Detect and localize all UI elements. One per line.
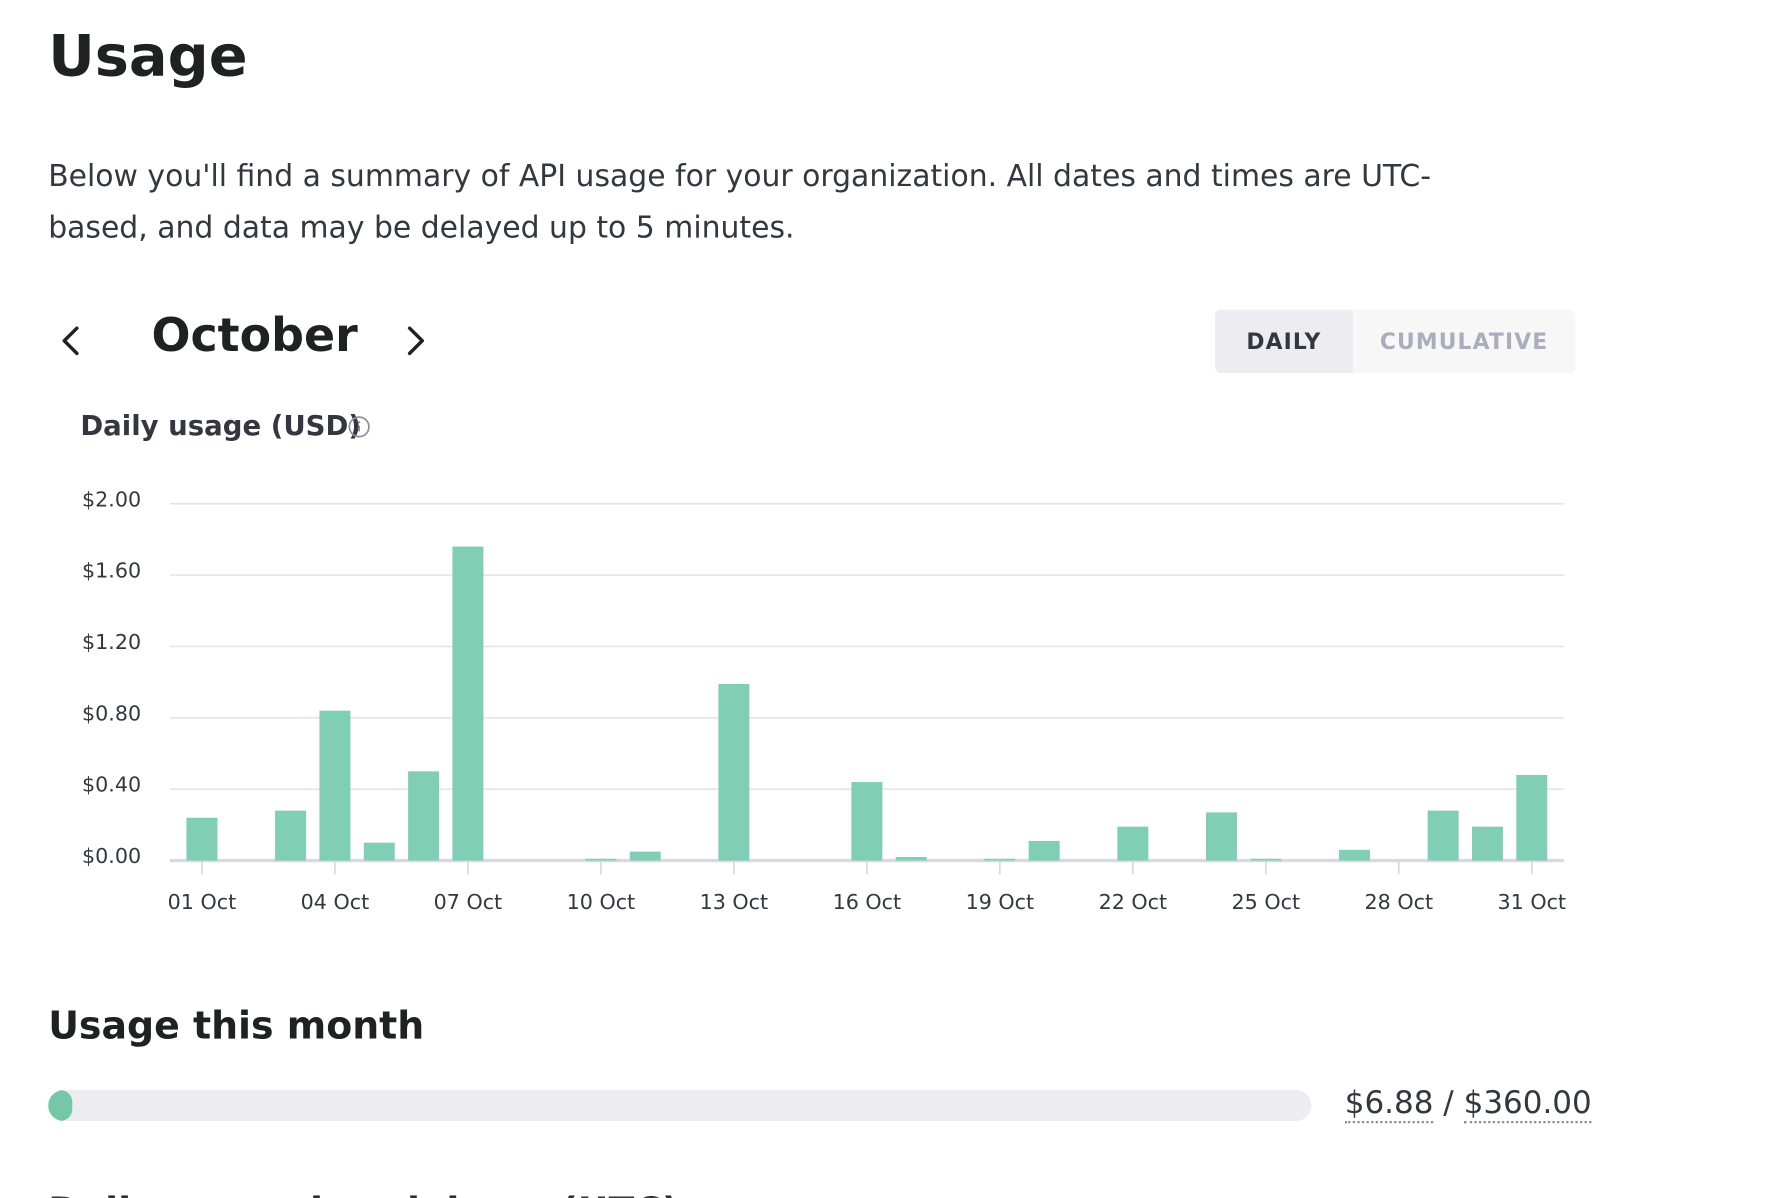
- y-tick-label: $2.00: [82, 487, 141, 511]
- chart-title: Daily usage (USD): [80, 409, 361, 442]
- bar: [1117, 826, 1149, 861]
- x-tick-label: 07 Oct: [434, 890, 503, 914]
- bar: [1471, 826, 1503, 861]
- x-tick-label: 25 Oct: [1232, 890, 1301, 914]
- bar: [408, 771, 440, 861]
- bar: [1338, 849, 1370, 861]
- y-tick-label: $0.00: [82, 844, 141, 868]
- x-tick-label: 22 Oct: [1099, 890, 1168, 914]
- separator: /: [1443, 1085, 1454, 1122]
- bar: [718, 683, 750, 861]
- progress-fill: [48, 1090, 73, 1122]
- section-title: Usage this month: [48, 1002, 425, 1048]
- x-tick-label: 04 Oct: [301, 890, 370, 914]
- used-amount[interactable]: $6.88: [1344, 1085, 1434, 1124]
- toggle-option[interactable]: CUMULATIVE: [1379, 328, 1549, 354]
- prev-month[interactable]: [46, 310, 115, 373]
- y-tick-label: $0.80: [82, 701, 141, 725]
- bar: [1250, 858, 1282, 861]
- info-icon[interactable]: [347, 414, 372, 439]
- next-month[interactable]: [384, 310, 453, 373]
- y-tick-label: $0.40: [82, 773, 141, 797]
- y-tick-label: $1.60: [82, 559, 141, 583]
- y-tick-label: $1.20: [82, 630, 141, 654]
- x-tick-label: 19 Oct: [966, 890, 1035, 914]
- usage-amount: $6.88 / $360.00: [1344, 1085, 1592, 1124]
- x-tick-label: 13 Oct: [700, 890, 769, 914]
- bar: [984, 858, 1016, 861]
- x-tick-label: 31 Oct: [1498, 890, 1567, 914]
- x-tick-label: 16 Oct: [833, 890, 902, 914]
- month-label: October: [151, 309, 358, 363]
- bar: [1427, 810, 1459, 861]
- bar: [629, 851, 661, 861]
- bar: [851, 782, 883, 861]
- limit-amount[interactable]: $360.00: [1463, 1085, 1592, 1124]
- chart: $0.00 $0.40 $0.80 $1.20 $1.60 $2.00 01 Oct 04 O…: [82, 487, 1567, 914]
- page-title: Usage: [48, 22, 248, 90]
- bar: [186, 817, 218, 861]
- bar: [452, 546, 484, 861]
- progress-track: [48, 1090, 1312, 1122]
- view-toggle: DAILY CUMULATIVE: [1215, 309, 1576, 373]
- bar: [585, 858, 617, 861]
- x-tick-label: 28 Oct: [1365, 890, 1434, 914]
- x-tick-label: 10 Oct: [567, 890, 636, 914]
- bar: [1205, 812, 1237, 861]
- bar: [275, 810, 307, 861]
- bar: [363, 842, 395, 861]
- bar: [319, 710, 351, 861]
- toggle-option[interactable]: DAILY: [1215, 309, 1353, 373]
- bar: [1028, 840, 1060, 861]
- section-title: Daily usage breakdown (UTC): [48, 1189, 679, 1198]
- bar: [895, 856, 927, 861]
- x-tick-label: 01 Oct: [168, 890, 237, 914]
- bar: [1516, 774, 1548, 861]
- description: Below you'll find a summary of API usage…: [48, 159, 1432, 246]
